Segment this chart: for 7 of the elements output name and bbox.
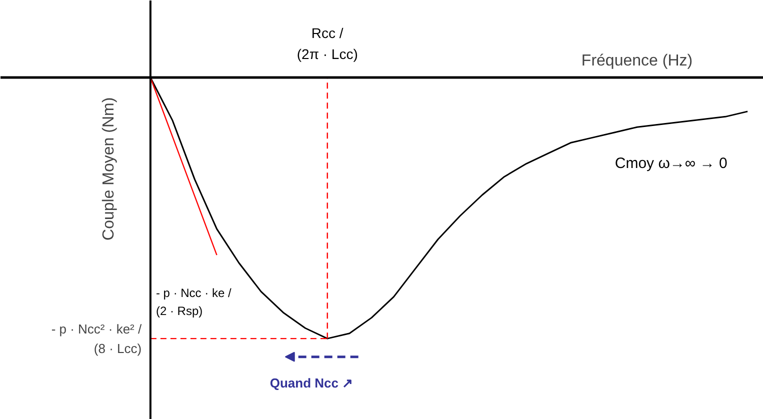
annotation: Cmoy ω→∞ → 0 (614, 155, 728, 172)
annotation: - p · Ncc · ke / (2 · Rsp) (156, 286, 232, 318)
x-axis-title: Fréquence (Hz) (581, 52, 693, 70)
y-axis-title: Couple Moyen (Nm) (100, 97, 118, 240)
text: Quand Ncc ↗ (270, 375, 354, 390)
ref-line-label: - p · Ncc² · ke² / (8 · Lcc) (51, 321, 142, 356)
text: Rcc / (2π · Lcc) (296, 25, 358, 62)
